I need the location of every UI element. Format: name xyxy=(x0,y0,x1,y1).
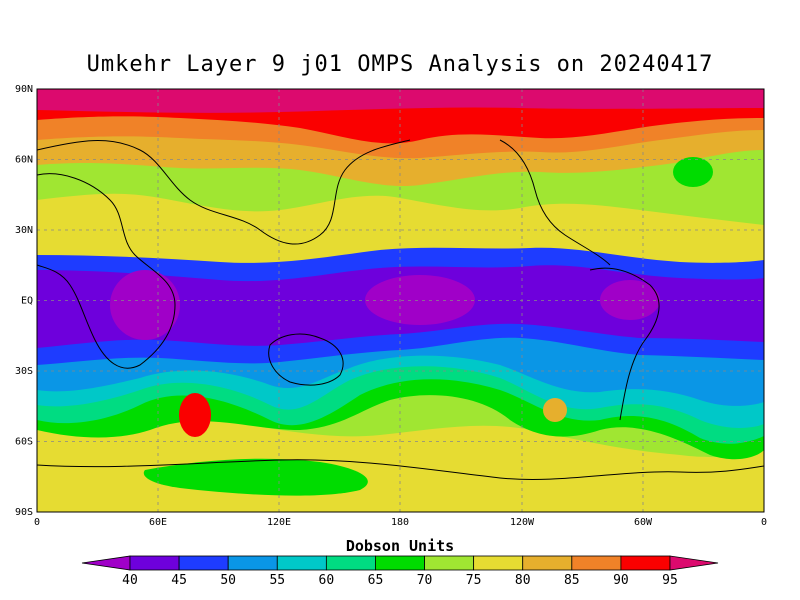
colorbar-label: 55 xyxy=(269,573,285,588)
graticule xyxy=(37,89,764,512)
colorbar: 40 45 50 55 60 65 70 75 80 85 90 95 xyxy=(81,555,719,588)
coastlines xyxy=(36,139,765,480)
lat-label: 30N xyxy=(15,225,33,236)
field-band-70-northatlantic xyxy=(673,157,713,187)
colorbar-swatch xyxy=(276,555,327,571)
plot-frame xyxy=(36,88,765,513)
field-band-95-indian xyxy=(179,393,211,437)
field-band-high-cap xyxy=(37,89,764,113)
colorbar-swatch xyxy=(325,555,376,571)
field-band-40-pacific xyxy=(365,275,475,325)
colorbar-swatch xyxy=(571,555,622,571)
lon-label: 60E xyxy=(149,517,167,528)
colorbar-swatch xyxy=(129,555,180,571)
field-band-40-america xyxy=(600,280,660,320)
field-band-85-atlantic xyxy=(543,398,567,422)
colorbar-label: 85 xyxy=(564,573,580,588)
colorbar-swatch xyxy=(375,555,425,571)
colorbar-label: 70 xyxy=(417,573,433,588)
colorbar-low-arrow xyxy=(81,555,131,571)
lon-label: 60W xyxy=(634,517,653,528)
colorbar-label: 40 xyxy=(122,573,138,588)
colorbar-label: 75 xyxy=(466,573,482,588)
lat-label: 60N xyxy=(15,155,33,166)
lat-label: 90N xyxy=(15,84,33,95)
colorbar-label: 90 xyxy=(613,573,629,588)
lon-label: 0 xyxy=(761,517,767,528)
colorbar-label: 50 xyxy=(220,573,236,588)
colorbar-label: 80 xyxy=(515,573,531,588)
colorbar-swatch xyxy=(227,555,278,571)
lon-label: 0 xyxy=(34,517,40,528)
lat-label: 30S xyxy=(15,366,33,377)
colorbar-swatch xyxy=(473,555,524,571)
field-band-40-africa xyxy=(110,270,180,340)
lon-axis: 0 60E 120E 180 120W 60W 0 xyxy=(34,517,767,528)
lon-label: 120W xyxy=(510,517,535,528)
colorbar-label: 65 xyxy=(368,573,384,588)
colorbar-swatch xyxy=(522,555,573,571)
colorbar-high-arrow xyxy=(669,555,719,571)
colorbar-swatch xyxy=(424,555,475,571)
colorbar-label: 45 xyxy=(171,573,187,588)
lon-label: 180 xyxy=(391,517,409,528)
field-band-70-stripe xyxy=(143,458,368,496)
lon-label: 120E xyxy=(267,517,291,528)
lat-axis: 90N 60N 30N EQ 30S 60S 90S xyxy=(15,84,33,518)
colorbar-swatch xyxy=(620,555,671,571)
colorbar-title: Dobson Units xyxy=(345,537,455,555)
map-title: Umkehr Layer 9 j01 OMPS Analysis on 2024… xyxy=(86,52,714,77)
colorbar-label: 95 xyxy=(662,573,678,588)
colorbar-swatch xyxy=(178,555,229,571)
colorbar-label: 60 xyxy=(319,573,335,588)
lat-label: 60S xyxy=(15,437,33,448)
lat-label: 90S xyxy=(15,507,33,518)
lat-label: EQ xyxy=(21,296,33,307)
